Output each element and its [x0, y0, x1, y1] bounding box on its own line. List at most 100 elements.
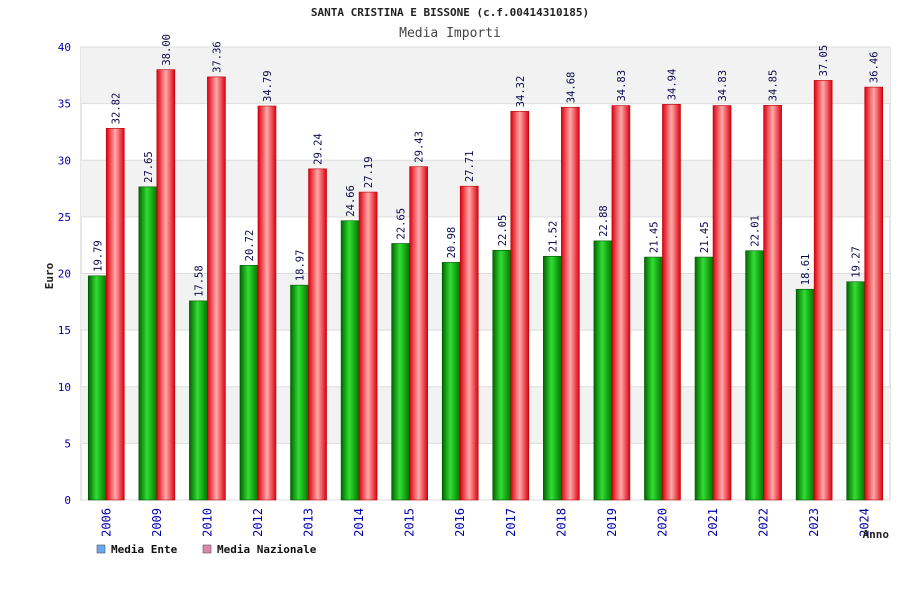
y-tick-label: 20 — [58, 268, 71, 281]
data-label: 37.05 — [818, 45, 830, 77]
bar-media-nazionale — [561, 106, 580, 501]
bar-media-ente — [694, 256, 714, 501]
data-label: 21.45 — [699, 221, 711, 253]
x-tick-label: 2015 — [403, 508, 417, 537]
y-tick-label: 30 — [58, 154, 71, 167]
data-label: 20.72 — [244, 230, 256, 262]
bar-media-nazionale — [662, 104, 681, 501]
bar-media-ente — [441, 262, 461, 501]
bar-media-nazionale — [459, 185, 479, 501]
data-label: 22.88 — [598, 205, 610, 237]
bar-media-ente — [138, 186, 158, 501]
bar-media-ente — [492, 249, 512, 501]
x-tick-label: 2014 — [352, 508, 366, 537]
data-label: 29.43 — [414, 131, 426, 163]
chart-subtitle: Media Importi — [399, 26, 501, 41]
bar-media-nazionale — [712, 105, 732, 501]
bar-media-nazionale — [763, 105, 782, 501]
bar-media-ente — [189, 300, 208, 501]
data-label: 34.83 — [616, 70, 628, 102]
data-label: 27.71 — [464, 151, 476, 183]
legend-label: Media Nazionale — [217, 543, 317, 556]
data-label: 18.97 — [295, 250, 307, 282]
data-label: 29.24 — [313, 133, 325, 165]
bar-media-ente — [795, 288, 815, 501]
data-label: 19.27 — [851, 246, 863, 278]
y-tick-label: 5 — [64, 437, 71, 450]
bar-media-nazionale — [611, 105, 631, 501]
x-tick-label: 2024 — [858, 508, 872, 537]
bar-media-nazionale — [207, 76, 226, 501]
data-label: 24.66 — [345, 185, 357, 217]
data-label: 38.00 — [161, 34, 173, 66]
data-label: 22.05 — [497, 215, 509, 247]
data-label: 18.61 — [800, 254, 812, 286]
data-label: 27.65 — [143, 151, 155, 183]
bar-media-ente — [239, 265, 259, 501]
data-label: 32.82 — [110, 93, 122, 125]
data-label: 27.19 — [363, 156, 375, 188]
data-label: 34.94 — [666, 69, 678, 101]
data-label: 22.01 — [750, 215, 762, 247]
x-tick-label: 2006 — [99, 508, 113, 537]
bar-media-ente — [391, 243, 410, 501]
bar-media-nazionale — [813, 80, 833, 501]
bar-media-ente — [846, 281, 866, 501]
x-tick-label: 2016 — [453, 508, 467, 537]
y-tick-label: 10 — [58, 381, 71, 394]
bar-media-nazionale — [257, 105, 277, 501]
y-tick-label: 0 — [64, 494, 71, 507]
legend-swatch — [96, 544, 106, 554]
legend-swatch — [202, 544, 212, 554]
data-label: 17.58 — [193, 265, 205, 297]
bar-media-nazionale — [409, 166, 428, 501]
x-tick-label: 2012 — [251, 508, 265, 537]
bar-media-ente — [87, 275, 107, 501]
x-tick-label: 2023 — [807, 508, 821, 537]
legend-label: Media Ente — [111, 543, 178, 556]
chart-title: SANTA CRISTINA E BISSONE (c.f.0041431018… — [311, 6, 589, 19]
bar-media-ente — [593, 240, 613, 501]
data-label: 21.52 — [547, 221, 559, 253]
bar-media-ente — [543, 255, 562, 501]
bar-media-nazionale — [510, 111, 530, 501]
x-tick-label: 2013 — [302, 508, 316, 537]
bar-media-ente — [745, 250, 764, 501]
bar-media-nazionale — [308, 168, 327, 501]
data-label: 34.85 — [768, 70, 780, 102]
bar-media-nazionale — [105, 128, 125, 501]
data-label: 34.32 — [515, 76, 527, 108]
x-tick-label: 2021 — [706, 508, 720, 537]
data-label: 34.79 — [262, 70, 274, 102]
y-tick-label: 25 — [58, 211, 71, 224]
x-tick-label: 2009 — [150, 508, 164, 537]
chart-legend: Media Ente Media Nazionale — [96, 543, 317, 556]
data-label: 36.46 — [869, 51, 881, 83]
x-tick-label: 2017 — [504, 508, 518, 537]
data-label: 22.65 — [396, 208, 408, 240]
x-axis-label: Anno — [863, 528, 890, 541]
x-tick-label: 2019 — [605, 508, 619, 537]
bar-media-ente — [644, 256, 663, 501]
y-axis-label: Euro — [43, 262, 56, 289]
y-tick-label: 15 — [58, 324, 71, 337]
bar-media-nazionale — [358, 191, 378, 501]
data-label: 21.45 — [648, 221, 660, 253]
x-tick-label: 2022 — [757, 508, 771, 537]
bar-media-ente — [290, 284, 309, 501]
data-label: 34.68 — [565, 72, 577, 104]
data-label: 37.36 — [211, 41, 223, 73]
bar-media-ente — [340, 220, 360, 501]
x-tick-label: 2010 — [200, 508, 214, 537]
data-label: 20.98 — [446, 227, 458, 259]
data-label: 34.83 — [717, 70, 729, 102]
data-label: 19.79 — [92, 240, 104, 272]
x-tick-label: 2020 — [655, 508, 669, 537]
y-tick-label: 40 — [58, 41, 71, 54]
bar-media-nazionale — [864, 86, 884, 501]
bar-media-nazionale — [156, 69, 176, 501]
x-tick-label: 2018 — [554, 508, 568, 537]
y-tick-label: 35 — [58, 98, 71, 111]
